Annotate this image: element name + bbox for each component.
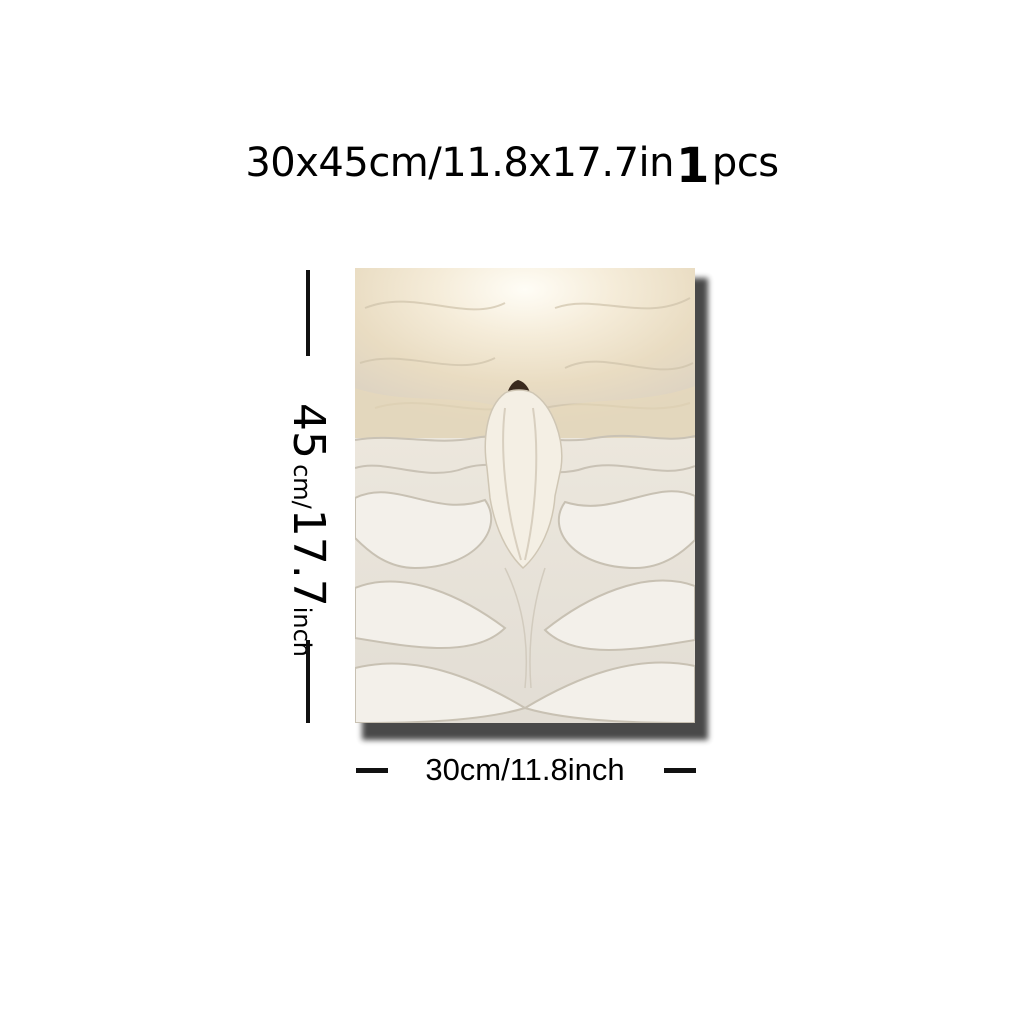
piece-unit: pcs bbox=[711, 140, 779, 186]
width-dimension-line-right bbox=[664, 768, 696, 773]
height-label: 45 cm/17.7inch bbox=[278, 403, 338, 657]
canvas-artwork bbox=[355, 268, 695, 723]
size-text: 30x45cm/11.8x17.7in bbox=[245, 140, 675, 186]
product-size-title: 30x45cm/11.8x17.7in1pcs bbox=[0, 138, 1024, 194]
height-inch-unit: inch bbox=[288, 606, 316, 658]
height-value: 45 bbox=[283, 403, 334, 459]
width-dimension-line-left bbox=[356, 768, 388, 773]
height-inch-value: 17.7 bbox=[283, 508, 334, 607]
height-unit: cm/ bbox=[288, 464, 316, 509]
height-dimension-line-bottom bbox=[306, 640, 310, 723]
figure-on-waves-icon bbox=[355, 268, 695, 723]
width-label: 30cm/11.8inch bbox=[425, 752, 625, 787]
piece-count: 1 bbox=[676, 138, 709, 194]
height-dimension-line-top bbox=[306, 270, 310, 356]
